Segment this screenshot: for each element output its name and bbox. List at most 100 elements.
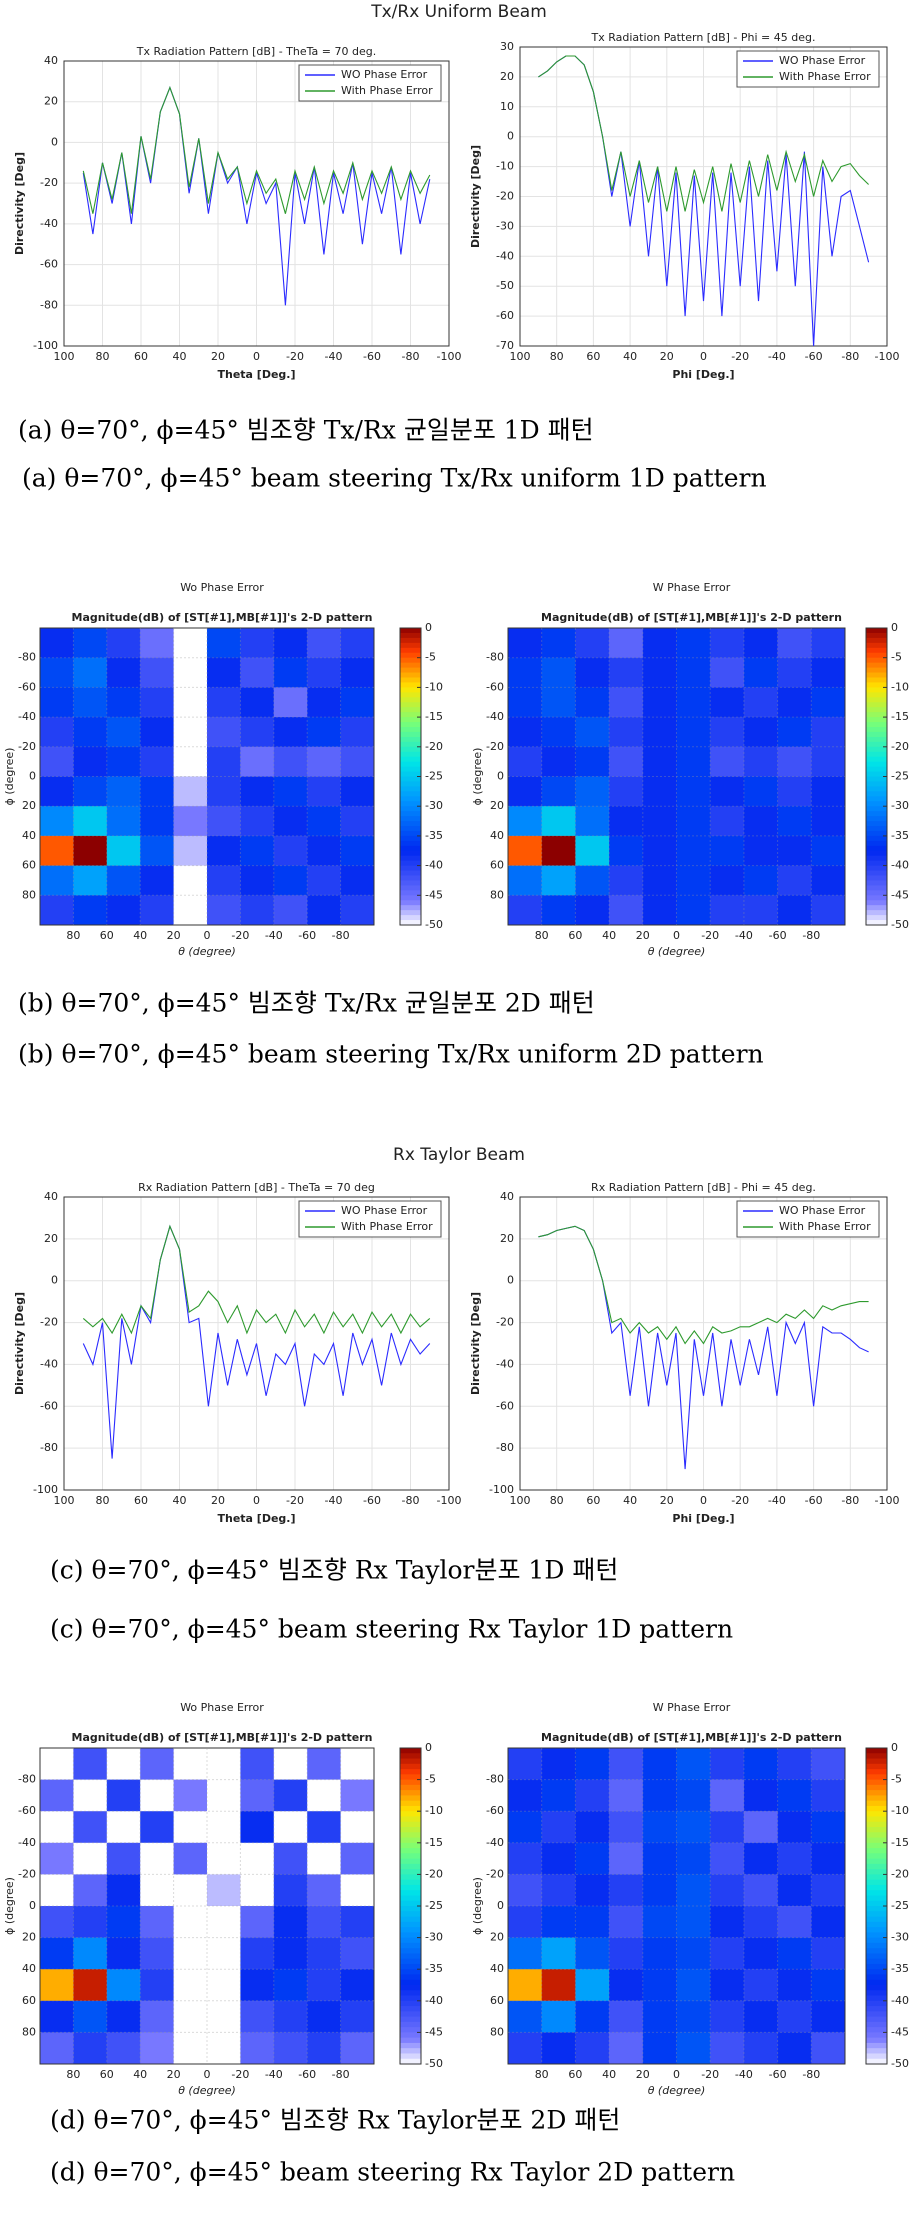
heat-cell: [207, 1748, 241, 1781]
heat-cell: [207, 1811, 241, 1844]
heat-cell: [207, 1874, 241, 1907]
heat-cell: [340, 895, 375, 926]
heat-cell: [240, 1874, 275, 1907]
y-tick-label: 40: [22, 829, 36, 842]
heat-cell: [207, 1779, 241, 1812]
colorbar-segment: [866, 910, 887, 916]
heat-cell: [140, 628, 175, 659]
heat-cell: [777, 1811, 812, 1844]
heat-cell: [710, 1874, 745, 1907]
series-line: [82, 85, 431, 214]
colorbar-segment: [400, 920, 421, 926]
colorbar-segment: [866, 845, 887, 852]
colorbar-segment: [866, 1942, 887, 1949]
colorbar-segment: [400, 1805, 421, 1812]
y-tick-label: 0: [507, 1274, 514, 1287]
legend-box: [736, 50, 880, 88]
heat-cell: [273, 1969, 308, 2002]
colorbar-segment: [400, 835, 421, 842]
colorbar-segment: [866, 642, 887, 649]
colorbar-segment: [400, 1774, 421, 1781]
heat-cell: [508, 657, 543, 688]
heat-cell: [307, 687, 342, 718]
colorbar-segment: [866, 830, 887, 837]
heat-cell: [743, 806, 779, 837]
x-tick-label: 40: [133, 2068, 147, 2081]
y-tick-label: -60: [18, 680, 36, 693]
heat-cell: [609, 835, 644, 867]
colorbar-segment: [866, 1963, 887, 1970]
heat-cell: [173, 806, 208, 837]
heat-cell: [40, 835, 74, 867]
heat-cell: [140, 806, 175, 837]
colorbar-segment: [866, 1932, 887, 1939]
heat-cell: [575, 1748, 610, 1781]
x-tick-label: -80: [402, 350, 420, 363]
colorbar-segment: [866, 1753, 887, 1760]
colorbar-segment: [400, 1916, 421, 1923]
colorbar-segment: [866, 746, 887, 753]
heat-cell: [575, 1906, 610, 1939]
heat-cell: [40, 1906, 74, 1939]
x-tick-label: 60: [586, 1494, 600, 1507]
y-tick-label: 60: [490, 1994, 504, 2007]
heat-cell: [541, 2032, 576, 2065]
heat-cell: [676, 1969, 711, 2002]
colorbar-segment: [866, 1916, 887, 1923]
heat-cell: [307, 717, 342, 748]
colorbar-segment: [866, 2032, 887, 2039]
heat-cell: [508, 628, 543, 659]
heat-cell: [207, 895, 241, 926]
x-axis-label: θ (degree): [178, 945, 236, 958]
y-tick-label: -100: [489, 1483, 514, 1496]
colorbar-segment: [400, 1863, 421, 1870]
colorbar-segment: [400, 662, 421, 669]
colorbar-segment: [866, 722, 887, 728]
heat-cell: [240, 1937, 275, 1970]
plot-frame: [507, 627, 846, 926]
heat-cell: [811, 895, 846, 926]
colorbar-segment: [866, 2042, 887, 2049]
colorbar-segment: [866, 697, 887, 703]
y-tick-label: 20: [500, 70, 514, 83]
heat-cell: [73, 895, 108, 926]
heat-cell: [73, 865, 108, 896]
colorbar-segment: [866, 1958, 887, 1965]
chart-subtitle: Magnitude(dB) of [ST[#1],MB[#1]]'s 2-D p…: [541, 1731, 842, 1744]
heat-cell: [106, 1811, 141, 1844]
colorbar-segment: [400, 1816, 421, 1823]
heat-cell: [710, 1906, 745, 1939]
colorbar-segment: [400, 1842, 421, 1849]
heat-cell: [73, 1874, 108, 1907]
heat-cell: [273, 1906, 308, 1939]
x-tick-label: -40: [265, 929, 283, 942]
y-tick-label: -80: [486, 651, 504, 664]
heat-cell: [340, 717, 375, 748]
x-tick-label: 60: [134, 350, 148, 363]
y-tick-label: -100: [33, 1483, 58, 1496]
colorbar-segment: [400, 2053, 421, 2060]
x-axis-label: θ (degree): [648, 2084, 706, 2097]
heat-cell: [240, 835, 275, 867]
heat-cell: [40, 2000, 74, 2033]
colorbar-segment: [866, 1985, 887, 1991]
colorbar-segment: [400, 1900, 421, 1907]
heat-cell: [106, 1779, 141, 1812]
heat-cell: [307, 895, 342, 926]
x-tick-label: -60: [363, 350, 381, 363]
heat-cell: [173, 865, 208, 896]
colorbar-segment: [400, 761, 421, 768]
colorbar-segment: [400, 1869, 421, 1875]
y-tick-label: -60: [40, 258, 58, 271]
colorbar-tick-label: -10: [891, 1804, 909, 1817]
heat-cell: [676, 2000, 711, 2033]
colorbar-segment: [400, 1811, 421, 1818]
heat-cell: [173, 1811, 208, 1844]
y-tick-label: -40: [18, 1836, 36, 1849]
heat-cell: [307, 1842, 342, 1875]
caption: (b) θ=70°, ϕ=45° beam steering Tx/Rx uni…: [18, 1040, 764, 1069]
heat-cell: [541, 1874, 576, 1907]
heat-cell: [273, 717, 308, 748]
heat-cell: [273, 1811, 308, 1844]
heat-cell: [676, 628, 711, 659]
